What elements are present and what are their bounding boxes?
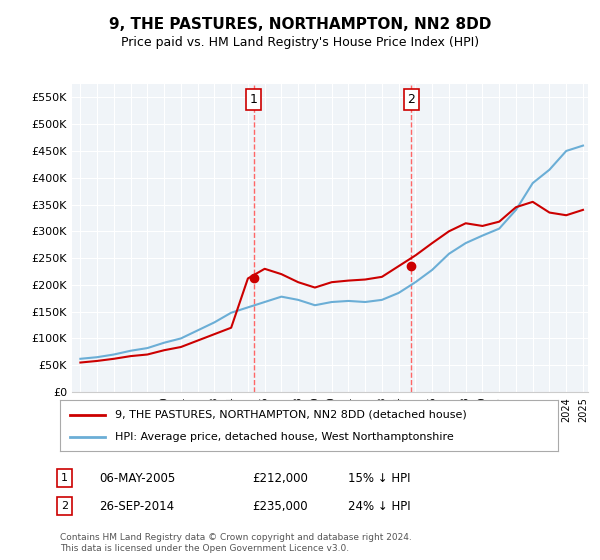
Text: 06-MAY-2005: 06-MAY-2005: [99, 472, 175, 486]
Text: 26-SEP-2014: 26-SEP-2014: [99, 500, 174, 514]
Text: 24% ↓ HPI: 24% ↓ HPI: [348, 500, 410, 514]
Text: 1: 1: [250, 93, 258, 106]
Text: 2: 2: [407, 93, 415, 106]
Text: £235,000: £235,000: [252, 500, 308, 514]
Text: HPI: Average price, detached house, West Northamptonshire: HPI: Average price, detached house, West…: [115, 432, 454, 442]
Text: £212,000: £212,000: [252, 472, 308, 486]
Text: 1: 1: [61, 473, 68, 483]
Text: Contains HM Land Registry data © Crown copyright and database right 2024.
This d: Contains HM Land Registry data © Crown c…: [60, 533, 412, 553]
Text: Price paid vs. HM Land Registry's House Price Index (HPI): Price paid vs. HM Land Registry's House …: [121, 36, 479, 49]
Text: 15% ↓ HPI: 15% ↓ HPI: [348, 472, 410, 486]
Text: 9, THE PASTURES, NORTHAMPTON, NN2 8DD (detached house): 9, THE PASTURES, NORTHAMPTON, NN2 8DD (d…: [115, 409, 467, 419]
Text: 9, THE PASTURES, NORTHAMPTON, NN2 8DD: 9, THE PASTURES, NORTHAMPTON, NN2 8DD: [109, 17, 491, 32]
Text: 2: 2: [61, 501, 68, 511]
